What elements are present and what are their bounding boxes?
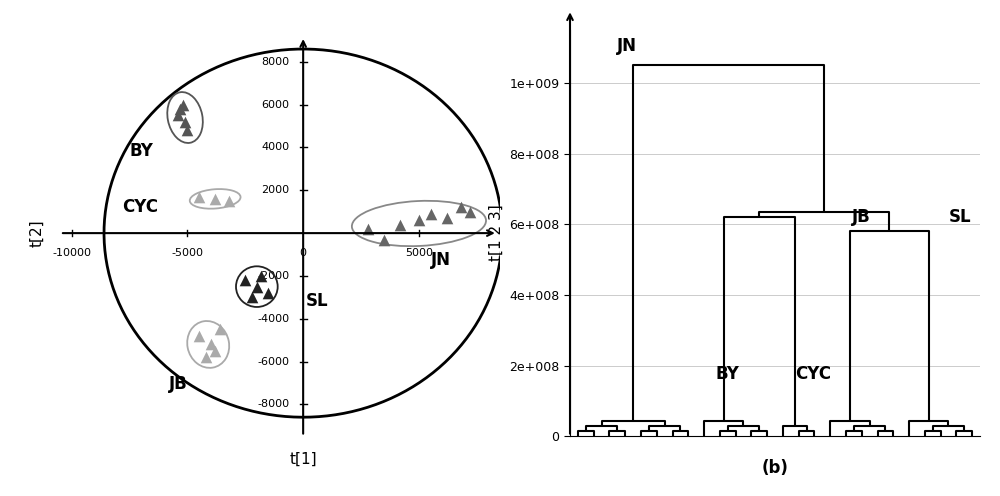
Point xyxy=(423,210,439,218)
Point xyxy=(411,216,427,224)
Text: (b): (b) xyxy=(762,459,788,477)
Text: -4000: -4000 xyxy=(257,314,289,324)
Point xyxy=(392,221,408,229)
Point xyxy=(175,101,191,109)
Point xyxy=(462,208,478,216)
Text: JB: JB xyxy=(852,208,871,226)
Text: BY: BY xyxy=(129,142,153,160)
Point xyxy=(253,272,269,280)
Point xyxy=(203,340,219,348)
Point xyxy=(191,332,207,340)
Point xyxy=(237,276,253,284)
Point xyxy=(439,214,455,222)
Point xyxy=(179,126,195,134)
Text: 8000: 8000 xyxy=(261,57,289,67)
Point xyxy=(207,347,223,355)
Text: -6000: -6000 xyxy=(257,357,289,367)
Point xyxy=(453,203,469,211)
Point xyxy=(376,236,392,244)
Text: CYC: CYC xyxy=(796,366,832,383)
Text: t[2]: t[2] xyxy=(29,219,44,247)
Point xyxy=(207,195,223,203)
Text: 6000: 6000 xyxy=(261,100,289,110)
Text: 0: 0 xyxy=(300,248,307,258)
Text: 5000: 5000 xyxy=(405,248,433,258)
Point xyxy=(170,112,186,120)
Text: CYC: CYC xyxy=(123,198,159,216)
Text: JB: JB xyxy=(169,375,188,393)
Text: 2000: 2000 xyxy=(261,186,289,195)
Text: t[1]: t[1] xyxy=(289,451,317,466)
Point xyxy=(212,325,228,333)
Point xyxy=(244,293,260,301)
Text: JN: JN xyxy=(617,37,637,55)
Text: SL: SL xyxy=(948,208,971,226)
Point xyxy=(177,118,193,126)
Point xyxy=(198,353,214,361)
Point xyxy=(260,289,276,297)
Point xyxy=(249,283,265,291)
Text: 4000: 4000 xyxy=(261,142,289,152)
Text: -8000: -8000 xyxy=(257,399,289,409)
Text: -5000: -5000 xyxy=(171,248,203,258)
Point xyxy=(172,105,188,113)
Text: SL: SL xyxy=(305,292,328,310)
Point xyxy=(221,197,237,205)
Text: -10000: -10000 xyxy=(52,248,91,258)
Point xyxy=(360,225,376,233)
Text: BY: BY xyxy=(716,366,740,383)
Point xyxy=(191,193,207,201)
Text: JN: JN xyxy=(431,251,451,269)
Text: -2000: -2000 xyxy=(257,271,289,281)
Y-axis label: t[1 2 3]: t[1 2 3] xyxy=(489,205,504,261)
